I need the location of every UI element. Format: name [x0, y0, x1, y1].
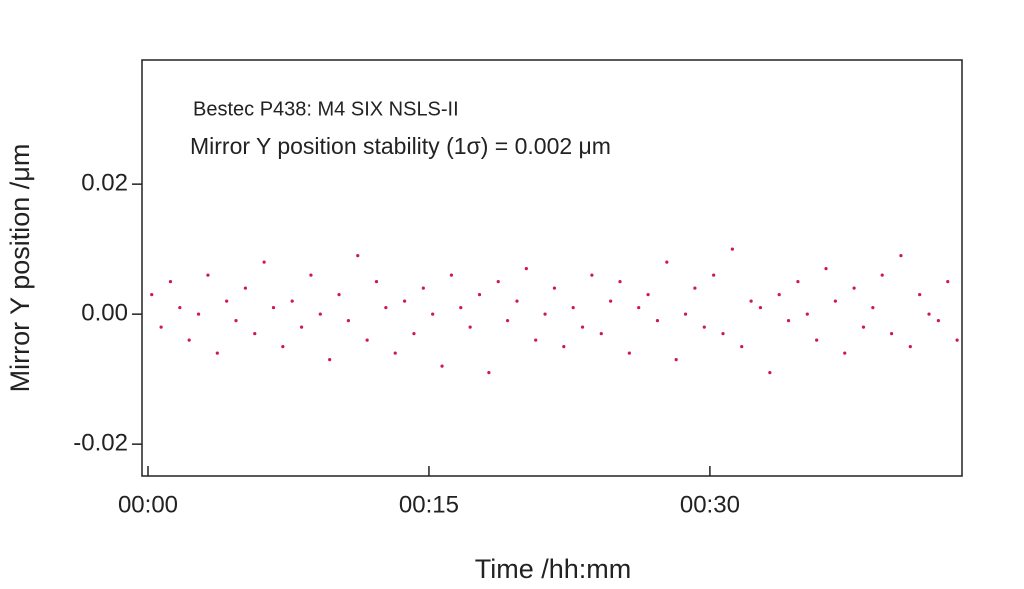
data-point	[271, 306, 276, 310]
y-tick-label: 0.02	[81, 169, 128, 196]
data-point	[796, 280, 800, 284]
data-point	[159, 325, 163, 329]
data-point	[402, 299, 407, 303]
data-point	[206, 273, 210, 277]
data-point	[552, 286, 557, 290]
data-point	[861, 325, 866, 329]
data-point	[637, 306, 641, 310]
data-point	[543, 312, 547, 316]
data-point	[740, 345, 744, 349]
data-point	[309, 273, 313, 277]
data-point	[515, 299, 519, 303]
data-point	[889, 332, 894, 336]
data-point	[833, 299, 837, 303]
data-point	[562, 345, 566, 349]
data-point	[299, 325, 304, 329]
data-point	[815, 338, 819, 342]
data-point	[187, 338, 191, 342]
data-point	[871, 306, 875, 310]
data-point	[384, 306, 388, 310]
data-point	[665, 260, 669, 264]
data-point	[749, 299, 753, 303]
data-point	[655, 319, 660, 323]
data-point	[609, 299, 613, 303]
data-point	[852, 286, 856, 290]
x-tick-label: 00:30	[680, 491, 740, 518]
x-tick-label: 00:15	[399, 491, 459, 518]
data-point	[683, 312, 688, 316]
data-point	[702, 325, 706, 329]
data-point	[880, 273, 884, 277]
data-point	[487, 371, 491, 375]
data-point	[721, 332, 725, 336]
data-point	[243, 286, 247, 290]
annotation: Bestec P438: M4 SIX NSLS-II	[193, 98, 459, 120]
data-point	[618, 280, 622, 284]
data-point	[627, 351, 631, 355]
data-point	[506, 319, 510, 323]
data-point	[365, 338, 369, 342]
data-point	[908, 345, 912, 349]
data-point	[843, 351, 847, 355]
data-point	[431, 312, 435, 316]
data-point	[712, 273, 716, 277]
data-point	[955, 338, 959, 342]
data-point	[318, 312, 322, 316]
data-point	[374, 280, 379, 284]
data-point	[786, 319, 791, 323]
plot-frame	[141, 59, 963, 477]
data-point	[412, 332, 416, 336]
data-point	[393, 351, 397, 355]
data-point	[524, 267, 528, 271]
x-tick-label: 00:00	[118, 491, 178, 518]
data-point	[946, 280, 950, 284]
data-point	[449, 273, 454, 277]
data-point	[196, 312, 201, 316]
data-point	[262, 260, 266, 264]
data-point	[356, 254, 360, 258]
x-axis-label: Time /hh:mm	[475, 554, 632, 584]
data-point	[290, 299, 294, 303]
data-point	[234, 319, 238, 323]
data-point	[646, 293, 650, 297]
data-point	[768, 371, 772, 375]
data-point	[824, 267, 828, 271]
data-point	[571, 306, 575, 310]
data-point	[421, 286, 425, 290]
data-point	[730, 247, 734, 251]
data-point	[758, 306, 763, 310]
data-point	[599, 332, 603, 336]
data-point	[253, 332, 257, 336]
data-point	[337, 293, 341, 297]
data-point	[918, 293, 922, 297]
data-point	[178, 306, 182, 310]
data-point	[805, 312, 809, 316]
data-point	[346, 319, 351, 323]
data-point	[459, 306, 463, 310]
y-axis-label: Mirror Y position /μm	[5, 144, 35, 393]
data-point	[281, 345, 285, 349]
annotation: Mirror Y position stability (1σ) = 0.002…	[190, 133, 611, 159]
data-point	[150, 293, 154, 297]
data-point	[534, 338, 538, 342]
data-point	[674, 358, 678, 362]
y-tick-label: 0.00	[81, 299, 128, 326]
y-tick-label: -0.02	[73, 429, 128, 456]
data-point	[225, 299, 229, 303]
data-point	[936, 319, 941, 323]
data-point	[693, 286, 697, 290]
data-point	[927, 312, 931, 316]
data-point	[468, 325, 472, 329]
data-point	[496, 280, 500, 284]
data-point	[328, 358, 332, 362]
data-point	[168, 280, 173, 284]
data-point	[580, 325, 585, 329]
data-point	[590, 273, 594, 277]
data-point	[440, 364, 444, 368]
data-point	[477, 293, 482, 297]
data-point	[899, 254, 903, 258]
data-point	[215, 351, 219, 355]
data-point	[777, 293, 781, 297]
